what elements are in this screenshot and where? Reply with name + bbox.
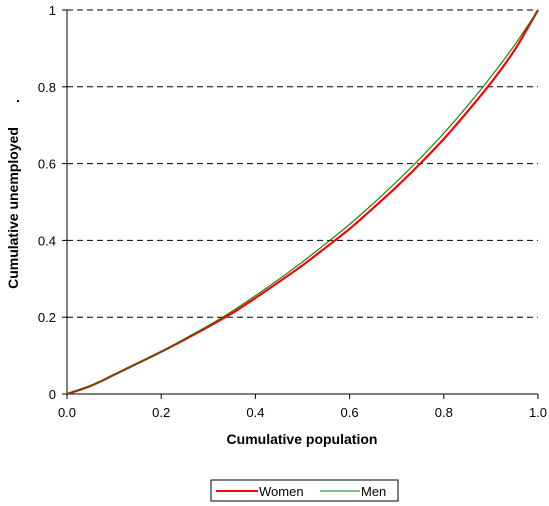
y-tick-label-0: 0	[49, 387, 56, 402]
x-axis-title: Cumulative population	[227, 431, 378, 447]
tick-labels: 0 0.2 0.4 0.6 0.8 1 0.0 0.2 0.4 0.6 0.8 1.0	[38, 3, 547, 420]
x-tick-label-1: 0.2	[152, 405, 170, 420]
axes	[62, 9, 539, 399]
y-axis-title-suffix: .	[6, 99, 22, 103]
x-tick-label-4: 0.8	[435, 405, 453, 420]
y-tick-label-1: 0.2	[38, 310, 56, 325]
x-tick-label-3: 0.6	[341, 405, 359, 420]
series-line-men	[66, 9, 539, 395]
series-line-women	[66, 9, 539, 396]
y-axis-title-group: Cumulative unemployed	[5, 127, 21, 289]
y-tick-label-5: 1	[49, 3, 56, 18]
gridlines	[67, 9, 538, 318]
y-tick-label-2: 0.4	[38, 233, 56, 248]
legend: Women Men	[210, 479, 399, 502]
legend-label-men: Men	[361, 484, 386, 499]
x-tick-label-0: 0.0	[58, 405, 76, 420]
legend-label-women: Women	[259, 484, 304, 499]
legend-box	[210, 479, 399, 502]
x-tick-label-5: 1.0	[529, 405, 547, 420]
y-axis-title: Cumulative unemployed	[5, 127, 21, 289]
x-tick-label-2: 0.4	[246, 405, 264, 420]
series-lines	[66, 9, 539, 396]
y-tick-label-4: 0.8	[38, 80, 56, 95]
y-tick-label-3: 0.6	[38, 157, 56, 172]
